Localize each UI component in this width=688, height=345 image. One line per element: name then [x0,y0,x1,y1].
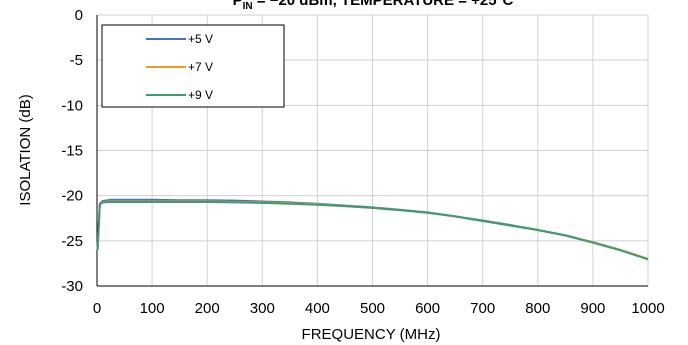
chart-title-subscript: IN [243,1,253,12]
y-tick-label: -25 [61,233,83,250]
legend-box [101,24,285,108]
y-tick-labels: 0 -5 -10 -15 -20 -25 -30 [61,7,83,295]
x-tick-label: 800 [525,300,550,317]
x-tick-labels: 0 100 200 300 400 500 600 700 800 900 1000 [93,300,665,317]
y-tick-label: -20 [61,188,83,205]
y-tick-label: -15 [61,143,83,160]
chart-title-p: P [233,0,243,9]
y-tick-label: -30 [61,278,83,295]
x-tick-label: 100 [140,300,165,317]
x-tick-label: 900 [580,300,605,317]
y-tick-label: 0 [75,7,83,24]
legend-label-3: +9 V [188,88,213,102]
x-tick-label: 200 [195,300,220,317]
x-tick-label: 0 [93,300,101,317]
x-tick-label: 300 [250,300,275,317]
series-line-3 [96,201,649,261]
chart-title-rest: = −20 dBm, TEMPERATURE = +25°C [253,0,514,9]
x-tick-label: 400 [305,300,330,317]
chart-title: PIN = −20 dBm, TEMPERATURE = +25°C [233,0,514,12]
legend-label-1: +5 V [188,32,213,46]
y-tick-label: -10 [61,97,83,114]
data-series [96,198,649,261]
legend-label-2: +7 V [188,60,213,74]
x-tick-label: 600 [415,300,440,317]
legend: +5 V +7 V +9 V [101,24,285,108]
x-tick-label: 1000 [631,300,664,317]
x-tick-label: 500 [360,300,385,317]
y-axis-title: ISOLATION (dB) [17,94,34,205]
y-tick-label: -5 [70,52,83,69]
x-axis-title: FREQUENCY (MHz) [302,326,441,343]
x-tick-label: 700 [470,300,495,317]
